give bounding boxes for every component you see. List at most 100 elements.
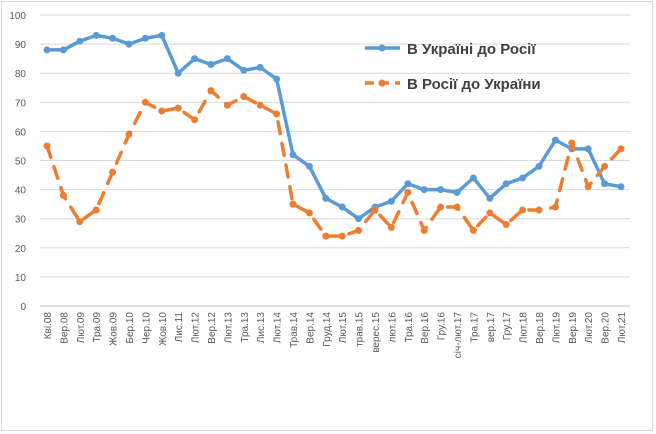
- data-point: [174, 69, 182, 77]
- data-point: [469, 174, 477, 182]
- data-point: [223, 55, 231, 63]
- data-point: [404, 180, 412, 188]
- data-point: [519, 206, 527, 214]
- data-point: [453, 203, 461, 211]
- x-tick-label: Трав.14: [289, 312, 300, 348]
- data-point: [305, 209, 313, 217]
- series-line-0: [45, 33, 623, 221]
- data-point: [486, 194, 494, 202]
- data-point: [76, 218, 84, 226]
- data-point: [158, 107, 166, 115]
- y-tick-label: 50: [15, 157, 27, 168]
- data-point: [404, 189, 412, 197]
- data-point: [617, 183, 625, 191]
- data-point: [387, 223, 395, 231]
- legend-marker: [378, 44, 386, 52]
- x-tick-label: Лют.19: [551, 312, 562, 344]
- data-point: [322, 232, 330, 240]
- y-tick-label: 20: [15, 244, 27, 255]
- data-point: [535, 162, 543, 170]
- data-point: [240, 66, 248, 74]
- x-tick-label: Лют.21: [617, 312, 628, 344]
- x-tick-label: Вер.16: [420, 312, 431, 344]
- data-point: [125, 40, 133, 48]
- x-tick-label: Вер.18: [535, 312, 546, 344]
- x-tick-label: Тра.16: [404, 312, 415, 343]
- x-tick-label: Груд.14: [322, 312, 333, 347]
- x-tick-label: Вер.14: [305, 312, 316, 344]
- x-tick-label: Бер.10: [125, 312, 136, 344]
- data-point: [437, 203, 445, 211]
- data-point: [191, 55, 199, 63]
- data-point: [486, 209, 494, 217]
- x-tick-label: Лют.14: [273, 312, 284, 344]
- x-tick-label: січ-лют.17: [453, 312, 464, 359]
- x-tick-label: Тра.13: [240, 312, 251, 343]
- data-point: [240, 92, 248, 100]
- data-point: [76, 37, 84, 45]
- data-point: [223, 101, 231, 109]
- y-tick-label: 60: [15, 127, 27, 138]
- data-point: [207, 60, 215, 68]
- y-tick-label: 0: [20, 302, 26, 313]
- y-tick-label: 100: [9, 11, 26, 22]
- data-point: [59, 46, 67, 54]
- data-point: [551, 136, 559, 144]
- data-point: [191, 116, 199, 124]
- x-tick-label: трав.15: [355, 312, 366, 347]
- y-tick-label: 40: [15, 186, 27, 197]
- data-point: [502, 221, 510, 229]
- x-tick-label: Вер.12: [207, 312, 218, 344]
- data-point: [453, 189, 461, 197]
- data-point: [289, 151, 297, 159]
- data-point: [59, 191, 67, 199]
- data-point: [584, 183, 592, 191]
- x-tick-label: Лют.13: [223, 312, 234, 344]
- data-point: [584, 145, 592, 153]
- x-tick-label: Тра.09: [92, 312, 103, 343]
- y-tick-label: 10: [15, 273, 27, 284]
- x-tick-label: Гру.16: [437, 312, 448, 341]
- legend-label: В Росії до України: [407, 76, 541, 93]
- x-tick-label: Тра.17: [469, 312, 480, 343]
- data-point: [207, 87, 215, 95]
- x-tick-label: лют.16: [387, 312, 398, 343]
- data-point: [109, 34, 117, 42]
- legend-marker: [378, 79, 386, 87]
- x-tick-label: Чер.10: [141, 312, 152, 344]
- data-point: [322, 194, 330, 202]
- x-tick-label: вер.17: [486, 312, 497, 343]
- x-tick-label: Вер.08: [59, 312, 70, 344]
- x-tick-label: Вер.20: [601, 312, 612, 344]
- data-point: [141, 98, 149, 106]
- y-tick-label: 30: [15, 215, 27, 226]
- data-point: [568, 139, 576, 147]
- data-point: [289, 200, 297, 208]
- x-tick-label: Лют.09: [76, 312, 87, 344]
- data-point: [92, 206, 100, 214]
- data-point: [371, 206, 379, 214]
- data-point: [141, 34, 149, 42]
- data-point: [387, 197, 395, 205]
- data-point: [338, 232, 346, 240]
- data-point: [355, 226, 363, 234]
- data-point: [43, 142, 51, 150]
- data-point: [43, 46, 51, 54]
- x-tick-label: Вер.19: [568, 312, 579, 344]
- data-point: [305, 162, 313, 170]
- data-point: [174, 104, 182, 112]
- x-tick-label: Лют.15: [338, 312, 349, 344]
- data-point: [109, 168, 117, 176]
- data-point: [420, 226, 428, 234]
- data-point: [256, 63, 264, 71]
- series-line-1: [45, 88, 623, 238]
- data-point: [125, 130, 133, 138]
- x-tick-label: Гру.17: [502, 312, 513, 341]
- data-point: [469, 226, 477, 234]
- data-point: [535, 206, 543, 214]
- data-point: [519, 174, 527, 182]
- data-point: [601, 180, 609, 188]
- data-point: [437, 186, 445, 194]
